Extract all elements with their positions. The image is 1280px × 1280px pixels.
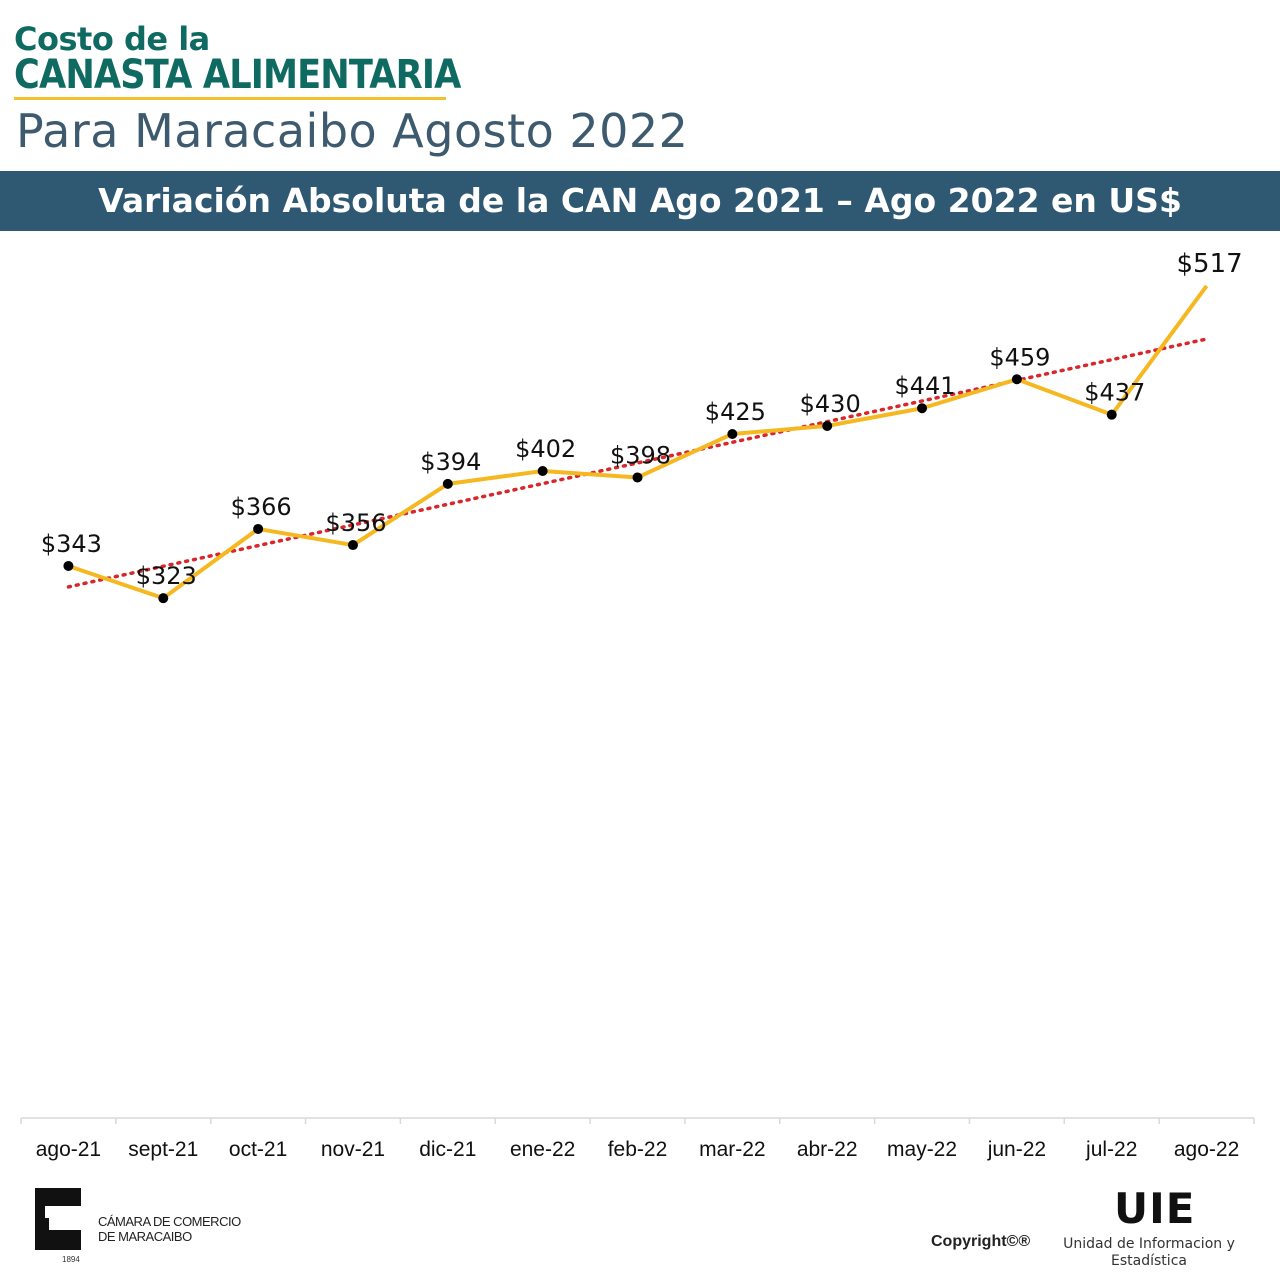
uie-description: Unidad de Informacion y Estadística (1058, 1236, 1240, 1270)
data-point-abr-22 (822, 420, 833, 431)
data-point-may-22 (917, 403, 928, 414)
data-point-feb-22 (632, 472, 643, 483)
uie-description-1: Unidad de Informacion y (1063, 1236, 1235, 1252)
camara-logo-text: CÁMARA DE COMERCIO DE MARACAIBO (98, 1214, 241, 1244)
data-point-dic-21 (442, 478, 453, 489)
data-label-abr-22: $430 (800, 390, 861, 418)
data-point-ene-22 (537, 466, 548, 477)
camara-logo-text-2: DE MARACAIBO (98, 1229, 192, 1244)
x-tick-label-sept-21: sept-21 (128, 1138, 198, 1161)
data-label-ago-22: $517 (1176, 249, 1242, 279)
data-point-nov-21 (347, 540, 358, 551)
uie-description-2: Estadística (1111, 1253, 1187, 1269)
x-tick-label-nov-21: nov-21 (321, 1138, 385, 1161)
data-point-sept-21 (158, 593, 169, 604)
data-label-ago-21: $343 (41, 530, 102, 558)
data-label-oct-21: $366 (231, 493, 292, 521)
header-line-2: CANASTA ALIMENTARIA (14, 52, 461, 98)
chart-title: Variación Absoluta de la CAN Ago 2021 – … (98, 181, 1182, 220)
header-line-1: Costo de la (14, 20, 210, 58)
data-label-dic-21: $394 (420, 448, 481, 476)
x-tick-label-dic-21: dic-21 (419, 1138, 476, 1161)
copyright-text: Copyright©® (931, 1233, 1031, 1250)
line-chart: ago-21 sept-21 oct-21 nov-21 dic-21 ene-22 feb… (20, 249, 1255, 1161)
x-tick-label-oct-21: oct-21 (229, 1138, 287, 1161)
x-tick-label-jun-22: jun-22 (987, 1138, 1046, 1161)
x-tick-label-ene-22: ene-22 (510, 1138, 575, 1161)
x-tick-label-abr-22: abr-22 (797, 1138, 858, 1161)
data-label-ene-22: $402 (515, 435, 576, 463)
data-point-jul-22 (1106, 409, 1117, 420)
x-tick-label-may-22: may-22 (887, 1138, 957, 1161)
camara-logo-icon (35, 1188, 81, 1250)
chart-title-banner: Variación Absoluta de la CAN Ago 2021 – … (0, 171, 1280, 231)
data-label-feb-22: $398 (610, 441, 671, 469)
camara-logo-text-1: CÁMARA DE COMERCIO (98, 1214, 241, 1229)
data-label-may-22: $441 (894, 372, 955, 400)
data-label-jun-22: $459 (989, 343, 1050, 371)
header-subtitle: Para Maracaibo Agosto 2022 (16, 104, 689, 158)
data-label-mar-22: $425 (705, 398, 766, 426)
data-label-nov-21: $356 (325, 509, 386, 537)
x-tick-label-feb-22: feb-22 (608, 1138, 668, 1161)
data-label-sept-21: $323 (136, 562, 197, 590)
x-tick-label-ago-22: ago-22 (1174, 1138, 1239, 1161)
data-point-oct-21 (253, 523, 264, 534)
header-divider (14, 97, 446, 100)
data-point-jun-22 (1011, 374, 1022, 385)
camara-logo-year: 1894 (62, 1255, 80, 1264)
data-label-jul-22: $437 (1084, 379, 1145, 407)
x-tick-label-ago-21: ago-21 (36, 1138, 101, 1161)
data-point-ago-21 (63, 560, 74, 571)
x-tick-label-jul-22: jul-22 (1085, 1138, 1137, 1161)
data-point-mar-22 (727, 428, 738, 439)
x-tick-label-mar-22: mar-22 (699, 1138, 766, 1161)
uie-logo: UIE (1114, 1184, 1196, 1233)
